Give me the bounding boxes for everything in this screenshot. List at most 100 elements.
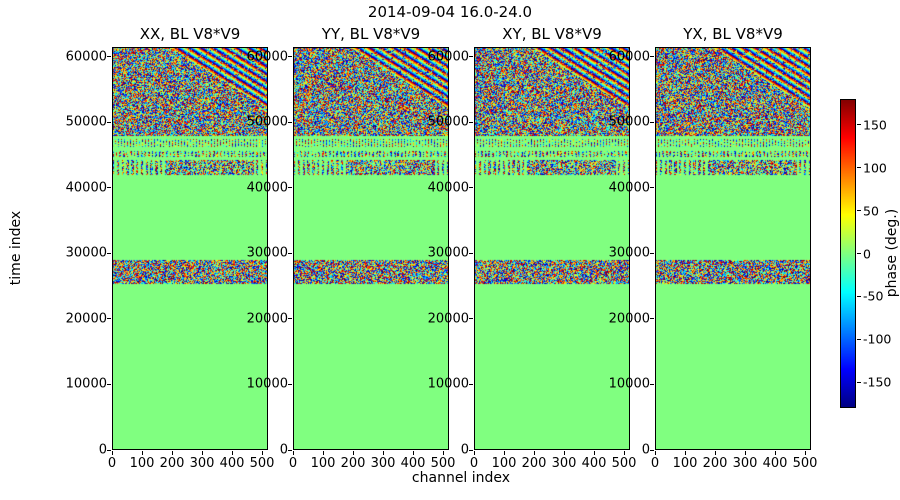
x-tick-label: 300: [733, 456, 758, 471]
x-tick-mark: [474, 451, 475, 455]
x-tick-label: 0: [108, 456, 116, 471]
subplot-yy-title: YY, BL V8*V9: [322, 25, 420, 43]
y-tick-mark: [107, 56, 111, 57]
x-tick-mark: [504, 451, 505, 455]
y-tick-mark: [288, 56, 292, 57]
x-tick-label: 200: [341, 456, 366, 471]
x-tick-label: 100: [492, 456, 517, 471]
y-tick-mark: [288, 187, 292, 188]
y-tick-mark: [288, 450, 292, 451]
x-tick-mark: [745, 451, 746, 455]
colorbar-tick-mark: [857, 210, 861, 211]
colorbar-canvas: [840, 99, 856, 408]
y-tick-mark: [107, 384, 111, 385]
x-tick-mark: [413, 451, 414, 455]
y-axis-label: time index: [8, 211, 24, 285]
y-tick-label: 20000: [66, 311, 107, 326]
x-tick-mark: [655, 451, 656, 455]
x-tick-mark: [262, 451, 263, 455]
x-tick-mark: [232, 451, 233, 455]
x-tick-label: 400: [763, 456, 788, 471]
y-tick-mark: [650, 253, 654, 254]
y-tick-label: 0: [99, 443, 107, 458]
y-tick-label: 60000: [66, 49, 107, 64]
subplot-xy-title: XY, BL V8*V9: [502, 25, 602, 43]
y-tick-mark: [469, 450, 473, 451]
y-tick-mark: [107, 122, 111, 123]
x-tick-label: 500: [250, 456, 275, 471]
x-tick-mark: [534, 451, 535, 455]
subplot-yy: YY, BL V8*V9 0 100 200 300 400 500 0 10000 20000…: [293, 47, 449, 450]
subplot-xx: XX, BL V8*V9 0 100 200 300 400 500 0 10000 20000…: [112, 47, 268, 450]
colorbar-tick-mark: [857, 253, 861, 254]
y-tick-mark: [107, 253, 111, 254]
y-tick-label: 0: [461, 443, 469, 458]
y-tick-label: 50000: [428, 115, 469, 130]
colorbar-tick-label: 150: [863, 117, 887, 132]
x-tick-label: 400: [401, 456, 426, 471]
x-tick-label: 500: [612, 456, 637, 471]
x-tick-mark: [293, 451, 294, 455]
y-tick-label: 60000: [428, 49, 469, 64]
x-tick-mark: [624, 451, 625, 455]
y-tick-mark: [288, 384, 292, 385]
y-tick-label: 40000: [428, 180, 469, 195]
x-tick-label: 100: [311, 456, 336, 471]
y-tick-label: 20000: [428, 311, 469, 326]
x-tick-mark: [112, 451, 113, 455]
y-tick-mark: [650, 384, 654, 385]
heatmap-canvas-xy: [474, 47, 630, 450]
x-axis-label: channel index: [412, 470, 510, 486]
y-tick-mark: [107, 318, 111, 319]
x-tick-mark: [685, 451, 686, 455]
x-tick-label: 200: [160, 456, 185, 471]
y-tick-label: 10000: [66, 377, 107, 392]
x-tick-label: 0: [289, 456, 297, 471]
y-tick-label: 40000: [66, 180, 107, 195]
y-tick-mark: [469, 56, 473, 57]
y-tick-mark: [469, 384, 473, 385]
x-tick-label: 100: [130, 456, 155, 471]
y-tick-mark: [469, 122, 473, 123]
y-tick-label: 50000: [66, 115, 107, 130]
y-tick-label: 30000: [428, 246, 469, 261]
y-tick-mark: [650, 122, 654, 123]
x-tick-mark: [383, 451, 384, 455]
x-tick-mark: [594, 451, 595, 455]
colorbar: 150 100 50 0 -50 -100 -150: [840, 99, 856, 408]
y-tick-label: 30000: [66, 246, 107, 261]
y-tick-mark: [288, 253, 292, 254]
y-tick-mark: [107, 450, 111, 451]
y-tick-mark: [288, 122, 292, 123]
y-tick-label: 40000: [247, 180, 288, 195]
heatmap-canvas-xx: [112, 47, 268, 450]
phase-waterfall-figure: 2014-09-04 16.0-24.0 XX, BL V8*V9 0 100 20…: [0, 0, 900, 500]
x-tick-label: 200: [703, 456, 728, 471]
y-tick-label: 60000: [609, 49, 650, 64]
subplot-yx: YX, BL V8*V9 0 100 200 300 400 500 0 10000 20000…: [655, 47, 811, 450]
subplot-xy: XY, BL V8*V9 0 100 200 300 400 500 0 10000 20000…: [474, 47, 630, 450]
x-tick-label: 400: [220, 456, 245, 471]
x-tick-mark: [805, 451, 806, 455]
heatmap-canvas-yx: [655, 47, 811, 450]
y-tick-label: 10000: [609, 377, 650, 392]
colorbar-tick-label: -150: [863, 375, 891, 390]
colorbar-tick-mark: [857, 124, 861, 125]
y-tick-mark: [650, 450, 654, 451]
y-tick-label: 50000: [609, 115, 650, 130]
y-tick-mark: [288, 318, 292, 319]
y-tick-label: 0: [280, 443, 288, 458]
x-tick-label: 300: [371, 456, 396, 471]
colorbar-tick-mark: [857, 167, 861, 168]
y-tick-mark: [107, 187, 111, 188]
colorbar-tick-label: 0: [863, 246, 871, 261]
x-tick-mark: [142, 451, 143, 455]
heatmap-canvas-yy: [293, 47, 449, 450]
y-tick-mark: [650, 56, 654, 57]
x-tick-label: 0: [470, 456, 478, 471]
x-tick-label: 500: [793, 456, 818, 471]
x-tick-mark: [775, 451, 776, 455]
x-tick-label: 200: [522, 456, 547, 471]
x-tick-label: 300: [552, 456, 577, 471]
colorbar-tick-label: -100: [863, 332, 891, 347]
